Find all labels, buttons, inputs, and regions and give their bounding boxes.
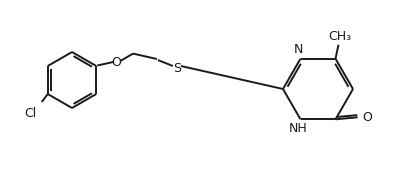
Text: CH₃: CH₃ bbox=[328, 30, 351, 43]
Text: O: O bbox=[112, 55, 121, 69]
Text: N: N bbox=[294, 43, 303, 56]
Text: NH: NH bbox=[289, 122, 308, 135]
Text: S: S bbox=[173, 61, 181, 74]
Text: Cl: Cl bbox=[25, 107, 37, 120]
Text: O: O bbox=[362, 111, 372, 124]
